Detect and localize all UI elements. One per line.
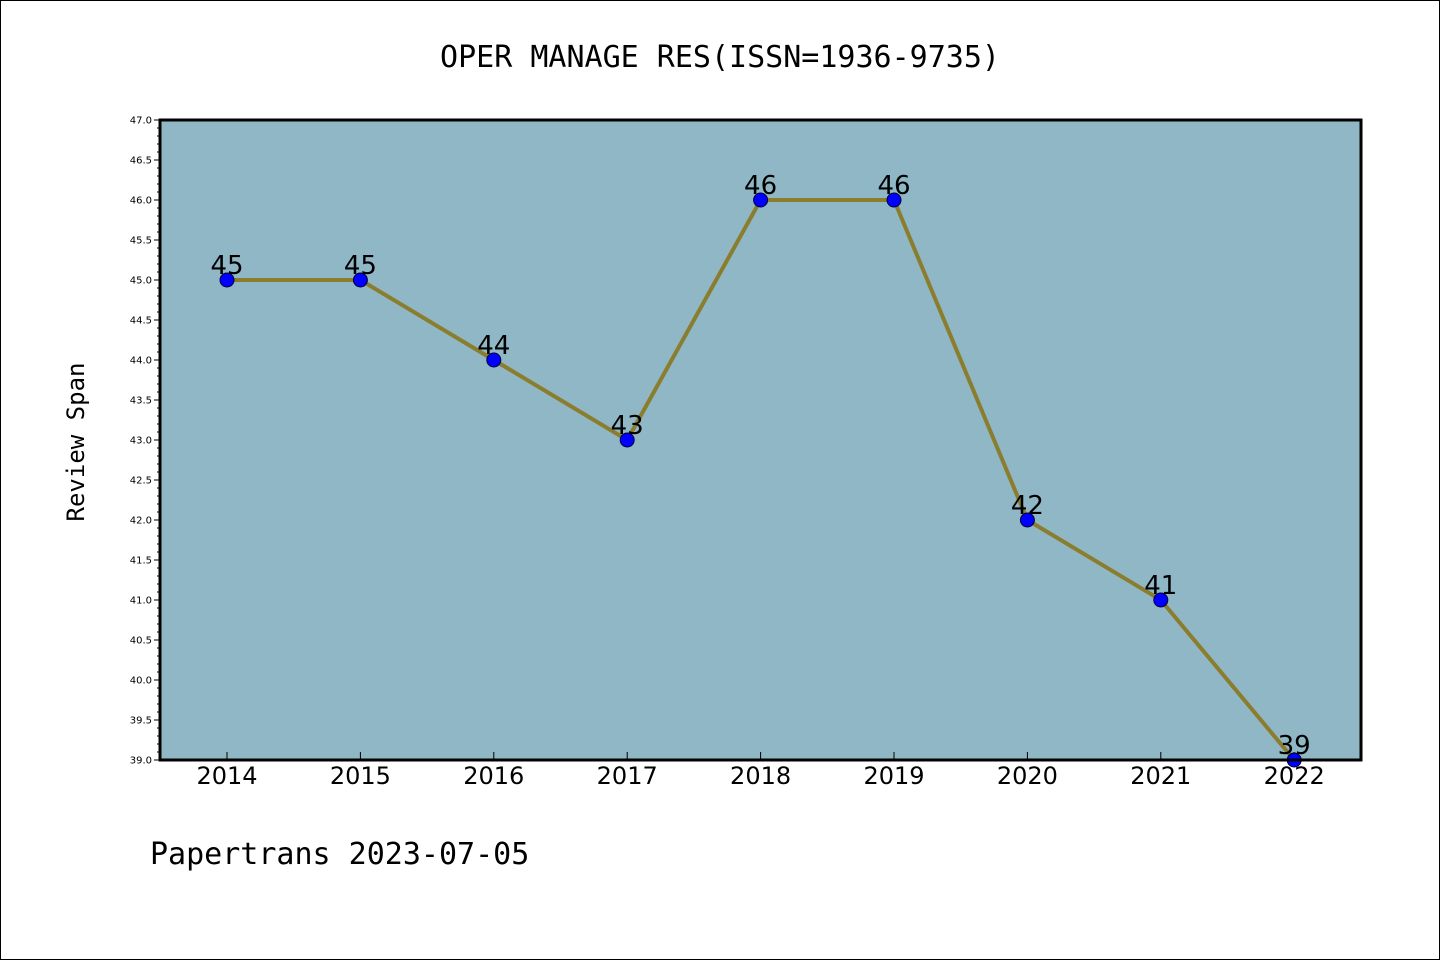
data-point <box>1019 512 1035 528</box>
data-point <box>352 272 368 288</box>
y-tick-label: 44.0 <box>130 356 152 367</box>
x-tick-label: 2015 <box>330 762 391 790</box>
data-label: 44 <box>477 331 510 361</box>
x-tick-label: 2021 <box>1130 762 1191 790</box>
x-tick-label: 2020 <box>997 762 1058 790</box>
y-tick-label: 40.5 <box>130 636 152 647</box>
y-tick-label: 40.0 <box>130 676 152 687</box>
y-tick-label: 44.5 <box>130 316 152 327</box>
data-label: 46 <box>877 171 910 201</box>
data-label: 41 <box>1144 571 1177 601</box>
data-point <box>1153 592 1169 608</box>
y-axis-label: Review Span <box>62 363 90 522</box>
y-tick-label: 39.5 <box>130 716 152 727</box>
y-tick-label: 45.0 <box>130 276 152 287</box>
data-label: 42 <box>1011 491 1044 521</box>
y-tick-label: 43.5 <box>130 396 152 407</box>
x-tick-label: 2019 <box>863 762 924 790</box>
data-label: 43 <box>611 411 644 441</box>
y-tick-label: 47.0 <box>130 116 152 127</box>
x-axis: 2014 2015 2016 2017 2018 2019 2020 2021 2022 <box>196 752 1325 790</box>
y-tick-label: 41.0 <box>130 596 152 607</box>
y-tick-label: 39.0 <box>130 756 152 767</box>
x-tick-label: 2018 <box>730 762 791 790</box>
data-point <box>486 352 502 368</box>
chart-title: OPER MANAGE RES(ISSN=1936-9735) <box>440 40 1000 75</box>
plot-border <box>158 118 1363 762</box>
data-label: 39 <box>1278 731 1311 761</box>
y-tick-label: 42.5 <box>130 476 152 487</box>
x-tick-label: 2014 <box>196 762 257 790</box>
y-tick-label: 43.0 <box>130 436 152 447</box>
data-point <box>753 192 769 208</box>
footer-watermark: Papertrans 2023-07-05 <box>150 837 529 872</box>
y-tick-label: 45.5 <box>130 236 152 247</box>
y-tick-label: 41.5 <box>130 556 152 567</box>
y-tick-label: 46.0 <box>130 196 152 207</box>
data-point <box>219 272 235 288</box>
data-label: 46 <box>744 171 777 201</box>
data-point <box>886 192 902 208</box>
data-point <box>619 432 635 448</box>
data-label: 45 <box>344 251 377 281</box>
y-axis: 39.0 39.5 40.0 40.5 41.0 41.5 42.0 42.5 43.0 43.5… <box>130 116 160 767</box>
x-tick-label: 2016 <box>463 762 524 790</box>
data-label: 45 <box>210 251 243 281</box>
plot-area <box>160 120 1361 760</box>
series-layer: 45 45 44 43 46 46 42 41 39 <box>210 171 1311 768</box>
x-tick-label: 2017 <box>597 762 658 790</box>
y-tick-label: 42.0 <box>130 516 152 527</box>
y-tick-label: 46.5 <box>130 156 152 167</box>
